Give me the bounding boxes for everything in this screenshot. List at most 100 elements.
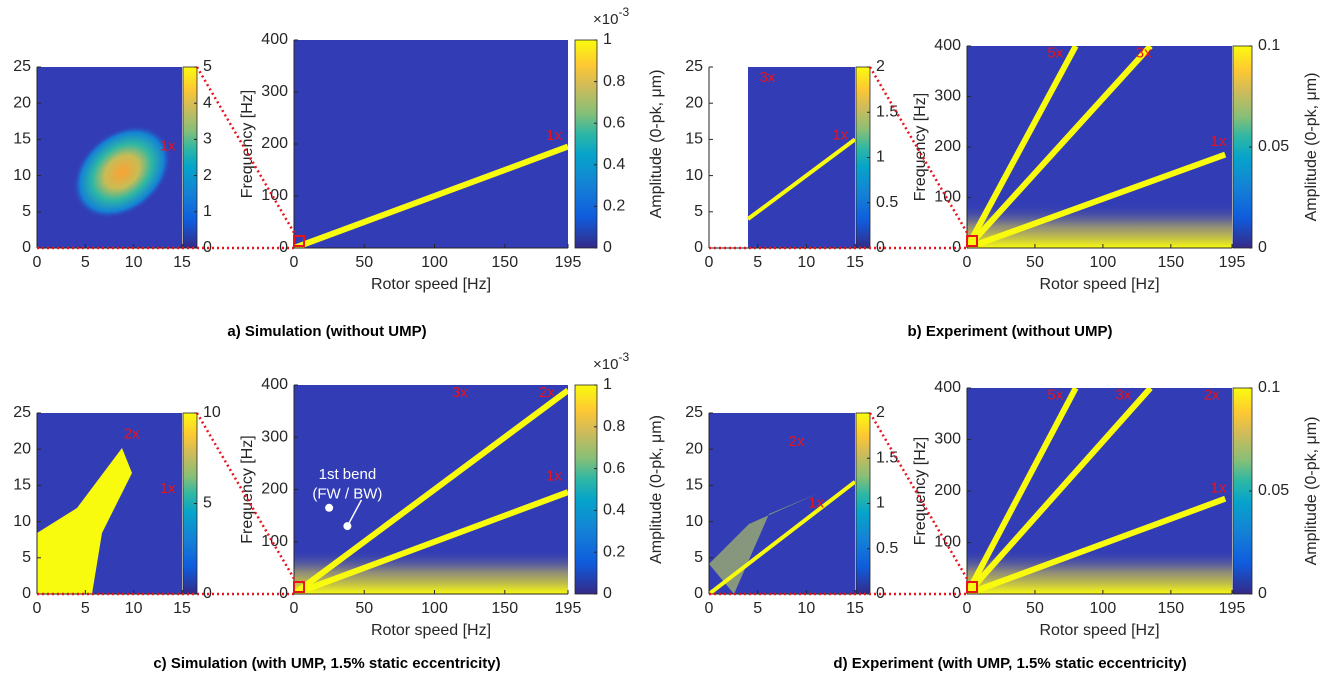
y-tick-label: 20 [685, 440, 703, 457]
pointer-line [346, 499, 363, 527]
x-tick-label: 10 [125, 254, 143, 271]
y-tick-label: 400 [261, 376, 288, 393]
heat-blob [37, 448, 132, 594]
heat-blob [709, 493, 819, 594]
annotation: 1x [1210, 133, 1226, 150]
y-tick-label: 0 [22, 585, 31, 602]
heat-floor [967, 549, 1232, 594]
y-tick-label: 100 [261, 187, 288, 204]
x-tick-label: 15 [846, 600, 864, 617]
colorbar [574, 384, 598, 595]
y-tick-label: 0 [952, 239, 961, 256]
heat-floor [967, 203, 1232, 248]
y-tick-label: 10 [13, 513, 31, 530]
caption: a) Simulation (without UMP) [227, 323, 426, 340]
annotation: 3x [452, 384, 468, 401]
colorbar-tick-label: 0 [603, 585, 612, 602]
order-line [967, 388, 1079, 594]
zoom-marker [293, 581, 305, 593]
y-tick-label: 5 [22, 549, 31, 566]
y-axis-label: Frequency [Hz] [239, 435, 256, 543]
x-tick-label: 15 [173, 254, 191, 271]
y-tick-label: 5 [694, 549, 703, 566]
x-tick-label: 0 [705, 254, 714, 271]
y-tick-label: 200 [261, 135, 288, 152]
order-line [294, 387, 568, 594]
colorbar-tick-label: 0.4 [603, 156, 625, 173]
x-tick-label: 0 [290, 254, 299, 271]
colorbar-tick-label: 0.6 [603, 114, 625, 131]
y-tick-label: 5 [22, 203, 31, 220]
colorbar-tick-label: 2 [203, 167, 212, 184]
plot-area [37, 67, 182, 248]
x-tick-label: 5 [753, 254, 762, 271]
y-tick-label: 200 [934, 482, 961, 499]
zoom-marker [293, 235, 305, 247]
x-tick-label: 150 [491, 600, 518, 617]
y-axis-label: Frequency [Hz] [912, 437, 929, 545]
colorbar-tick-label: 0.2 [603, 198, 625, 215]
y-tick-label: 20 [685, 94, 703, 111]
exponent-power: -3 [618, 5, 629, 19]
y-tick-label: 5 [694, 203, 703, 220]
exponent-base: ×10 [593, 11, 618, 28]
colorbar-tick-label: 0.6 [603, 460, 625, 477]
x-tick-label: 5 [753, 600, 762, 617]
heatmap-background [294, 40, 568, 248]
y-axis-label: Frequency [Hz] [239, 90, 256, 198]
colorbar-tick-label: 1 [876, 495, 885, 512]
plot-area [37, 413, 182, 594]
y-tick-label: 15 [685, 131, 703, 148]
x-axis-label: Rotor speed [Hz] [1039, 276, 1159, 293]
order-line [709, 480, 855, 594]
caption: b) Experiment (without UMP) [908, 323, 1113, 340]
annotation: 2x [539, 384, 555, 401]
y-tick-label: 10 [13, 167, 31, 184]
x-tick-label: 10 [797, 600, 815, 617]
colorbar-tick-label: 0.8 [603, 418, 625, 435]
x-tick-label: 100 [421, 600, 448, 617]
colorbar-tick-label: 0.1 [1258, 379, 1280, 396]
x-tick-label: 0 [963, 600, 972, 617]
colorbar-tick-label: 1 [603, 31, 612, 48]
colorbar-tick-label: 0.05 [1258, 482, 1289, 499]
x-tick-label: 195 [555, 254, 582, 271]
plot-area [709, 67, 855, 248]
x-tick-label: 5 [81, 254, 90, 271]
annotation: 1x [160, 480, 176, 497]
annotation: 2x [789, 433, 805, 450]
annotation: 1x [1210, 479, 1226, 496]
order-line [746, 137, 855, 221]
order-line [967, 495, 1227, 594]
empty-region [709, 67, 748, 248]
colorbar [182, 66, 198, 249]
annotation: 1x [808, 494, 824, 511]
colorbar-tick-label: 0.5 [876, 194, 898, 211]
annotation: 1x [546, 467, 562, 484]
x-tick-label: 10 [797, 254, 815, 271]
x-axis-label: Rotor speed [Hz] [371, 622, 491, 639]
pointer-dot [325, 503, 334, 512]
colorbar-tick-label: 10 [203, 404, 221, 421]
y-tick-label: 300 [934, 88, 961, 105]
x-tick-label: 50 [1026, 600, 1044, 617]
plot-area [294, 40, 568, 248]
colorbar-tick-label: 0.5 [876, 540, 898, 557]
y-tick-label: 25 [13, 404, 31, 421]
y-axis-label: Frequency [Hz] [912, 93, 929, 201]
plot-area [709, 413, 855, 594]
y-tick-label: 200 [934, 138, 961, 155]
x-axis-label: Rotor speed [Hz] [371, 276, 491, 293]
x-tick-label: 0 [705, 600, 714, 617]
y-tick-label: 0 [952, 585, 961, 602]
annotation: 1x [160, 138, 176, 155]
x-tick-label: 100 [1090, 254, 1117, 271]
x-tick-label: 150 [491, 254, 518, 271]
y-tick-label: 300 [261, 83, 288, 100]
colorbar-tick-label: 1 [876, 149, 885, 166]
x-tick-label: 15 [173, 600, 191, 617]
y-tick-label: 10 [685, 167, 703, 184]
x-tick-label: 195 [1219, 600, 1246, 617]
colorbar-tick-label: 0.1 [1258, 37, 1280, 54]
